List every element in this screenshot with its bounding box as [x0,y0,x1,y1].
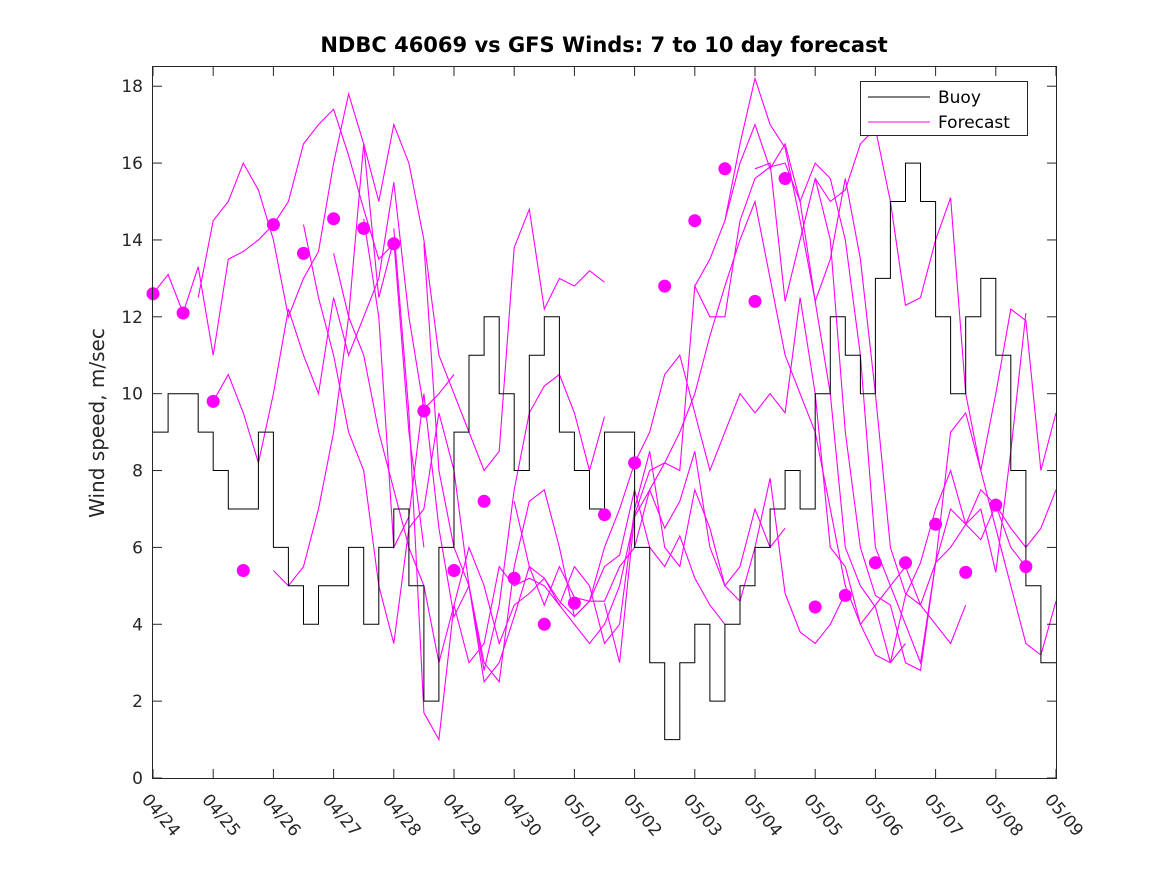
forecast-marker [387,237,401,251]
legend: Buoy Forecast [860,81,1028,136]
forecast-run-2 [197,91,425,548]
forecast-run-15 [814,178,1027,672]
forecast-marker [176,306,190,320]
forecast-run-8 [393,228,846,742]
forecast-marker [929,517,943,531]
y-tick-label: 16 [121,154,143,174]
forecast-run-9 [423,243,906,684]
forecast-marker [537,617,551,631]
y-axis-ticks: 0 2 4 6 8 10 12 14 16 18 [121,77,1056,789]
forecast-marker [567,596,581,610]
forecast-marker [477,494,491,508]
y-tick-label: 6 [132,538,143,558]
forecast-run-13 [724,76,1057,656]
forecast-run-14 [754,127,1057,471]
forecast-marker [327,212,341,226]
forecast-markers [146,162,1033,631]
forecast-marker [206,394,220,408]
forecast-marker [236,564,250,577]
forecast-marker [989,498,1003,512]
legend-box [860,81,1028,136]
y-tick-label: 2 [132,692,143,712]
forecast-marker [266,218,280,232]
forecast-run-3 [212,182,455,466]
y-tick-label: 10 [121,385,143,405]
forecast-marker [417,404,431,418]
buoy-line-group [153,162,1056,741]
y-tick-label: 8 [132,462,143,482]
forecast-marker [838,588,852,602]
legend-forecast-label: Forecast [938,113,1010,133]
y-tick-label: 14 [121,231,143,251]
forecast-marker [808,600,822,614]
y-tick-label: 0 [132,769,143,789]
y-axis-label: Wind speed, m/sec [85,328,109,518]
forecast-lines [152,76,1057,742]
forecast-marker [357,221,371,235]
forecast-marker [899,556,912,570]
y-tick-label: 4 [132,615,143,635]
forecast-marker [748,294,762,308]
forecast-run-4 [273,122,605,587]
forecast-marker [598,508,611,522]
forecast-marker [718,162,732,176]
chart-title: NDBC 46069 vs GFS Winds: 7 to 10 day for… [320,33,887,57]
legend-buoy-label: Buoy [938,88,981,108]
forecast-marker [507,571,521,585]
forecast-marker [778,172,792,185]
forecast-marker [868,556,882,570]
y-tick-label: 18 [121,77,143,97]
forecast-marker [959,565,973,579]
forecast-marker [628,456,642,470]
forecast-marker [1019,560,1033,574]
forecast-marker [658,279,672,293]
forecast-marker [447,564,461,577]
y-tick-label: 12 [121,308,143,328]
buoy-line [153,162,1056,741]
forecast-marker [297,246,310,260]
plot-area-frame [152,66,1057,779]
forecast-marker [688,214,702,228]
